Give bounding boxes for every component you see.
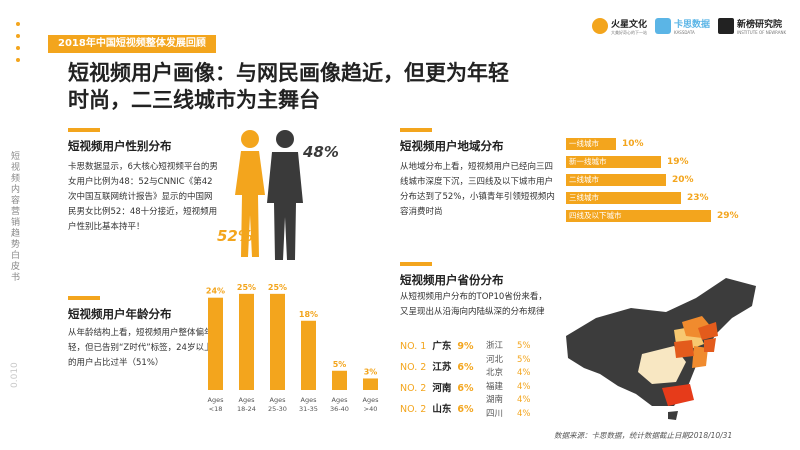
- male-figure-icon: [267, 130, 303, 260]
- region-bar-chart: 一线城市 10% 新一线城市 19% 二线城市 20% 三线城市 23% 四线及以下城市 29%: [566, 138, 766, 238]
- map-region-shandong: [698, 322, 718, 340]
- age-category-label: <18: [209, 405, 223, 413]
- province-row: NO. 2 河南 6%: [400, 383, 474, 394]
- region-title-bar: [400, 128, 432, 132]
- age-bar: [332, 370, 347, 390]
- province-other-row: 浙江 5%: [486, 341, 531, 351]
- province-other-row: 北京 4%: [486, 368, 531, 378]
- region-bar-label: 29%: [717, 211, 739, 221]
- age-category-label: 18-24: [237, 405, 256, 413]
- map-region-guangdong: [662, 384, 694, 406]
- province-title: 短视频用户省份分布: [400, 273, 504, 287]
- female-percent: 52%: [217, 227, 253, 245]
- side-title: 短视频内容营销趋势白皮书: [11, 152, 21, 283]
- gender-figures: [235, 130, 303, 260]
- province-other-row: 湖南 4%: [486, 395, 531, 405]
- province-row: NO. 1 广东 9%: [400, 341, 474, 352]
- age-bar: [363, 378, 378, 390]
- logo-xinbang: 新榜研究院 INSTITUTE OF NEWRANK: [718, 17, 786, 35]
- age-bar-label: 18%: [299, 310, 318, 319]
- age-category-label: Ages: [270, 396, 287, 404]
- huoxing-logo-icon: [592, 18, 608, 34]
- age-title-bar: [68, 296, 100, 300]
- kasi-logo-icon: [655, 18, 672, 34]
- map-region-pale: [638, 346, 686, 384]
- map-region-henan: [674, 340, 694, 358]
- age-bar-chart: 24%Ages<1825%Ages18-2425%Ages25-3018%Age…: [206, 283, 380, 413]
- section-banner: 2018年中国短视频整体发展回顾: [48, 35, 216, 53]
- age-title: 短视频用户年龄分布: [68, 307, 172, 321]
- data-source: 数据来源：卡思数据，统计数据截止日期2018/10/31: [554, 431, 733, 440]
- age-bar-label: 25%: [268, 283, 287, 292]
- age-bar-label: 25%: [237, 283, 256, 292]
- gender-title-bar: [68, 128, 100, 132]
- china-map: [566, 278, 756, 420]
- age-bar: [208, 297, 223, 390]
- page-number: 0.010: [10, 362, 20, 388]
- region-bar-label: 10%: [622, 139, 644, 149]
- map-base: [566, 278, 756, 406]
- province-text: 从短视频用户分布的TOP10省份来看，又呈现出从沿海向内陆纵深的分布规律: [400, 292, 547, 317]
- province-row: NO. 2 山东 6%: [400, 404, 474, 415]
- gender-title: 短视频用户性别分布: [68, 139, 172, 153]
- age-bar: [239, 293, 254, 390]
- region-bar: 三线城市: [566, 192, 681, 204]
- age-bar-label: 24%: [206, 287, 225, 296]
- province-other-row: 河北 5%: [486, 354, 531, 365]
- region-title: 短视频用户地域分布: [400, 139, 504, 153]
- xinbang-logo-icon: [718, 18, 735, 34]
- age-category-label: 31-35: [299, 405, 318, 413]
- age-category-label: Ages: [208, 396, 225, 404]
- age-category-label: Ages: [239, 396, 256, 404]
- region-bar: 一线城市: [566, 138, 616, 150]
- map-region-hainan: [668, 411, 678, 420]
- age-bar: [270, 293, 285, 390]
- male-percent: 48%: [303, 143, 339, 161]
- age-category-label: >40: [364, 405, 378, 413]
- province-others: 浙江 5% 河北 5% 北京 4% 福建 4% 湖南 4% 四川 4%: [486, 340, 546, 424]
- age-category-label: Ages: [332, 396, 349, 404]
- age-category-label: 36-40: [330, 405, 349, 413]
- female-figure-icon: [235, 130, 265, 257]
- region-bar-label: 20%: [672, 175, 694, 185]
- region-bar-label: 19%: [667, 157, 689, 167]
- page-title: 短视频用户画像：与网民画像趋近，但更为年轻时尚，二三线城市为主舞台: [68, 61, 509, 112]
- age-text: 从年龄结构上看，短视频用户整体偏年轻，但已告别“Z时代”标签，24岁以上的用户占…: [68, 328, 213, 368]
- age-bar-label: 5%: [333, 360, 347, 369]
- logo-huoxing: 火星文化 大美好奇心的下一站: [592, 17, 647, 36]
- age-bar-label: 3%: [364, 367, 378, 376]
- age-category-label: Ages: [301, 396, 318, 404]
- age-bar: [301, 320, 316, 390]
- age-category-label: 25-30: [268, 405, 287, 413]
- region-bar: 新一线城市: [566, 156, 661, 168]
- region-text: 从地域分布上看，短视频用户已经向三四线城市深度下沉，三四线及以下城市用户分布达到…: [400, 162, 555, 217]
- map-region-jiangsu: [704, 338, 716, 352]
- age-category-label: Ages: [363, 396, 380, 404]
- province-ranking: NO. 1 广东 9% NO. 2 江苏 6% NO. 2 河南 6% NO. …: [400, 338, 550, 423]
- gender-text: 卡思数据显示，6大核心短视频平台的男女用户比例为48：52与CNNIC《第42次…: [68, 162, 218, 232]
- decorative-dots: [16, 22, 22, 70]
- logo-kasi: 卡思数据 KASSDATA: [655, 17, 710, 35]
- province-title-bar: [400, 262, 432, 266]
- province-other-row: 四川 4%: [486, 408, 531, 419]
- region-bar: 二线城市: [566, 174, 666, 186]
- region-bar: 四线及以下城市: [566, 210, 711, 222]
- province-other-row: 福建 4%: [486, 381, 531, 392]
- logo-bar: 火星文化 大美好奇心的下一站 卡思数据 KASSDATA 新榜研究院 INSTI…: [592, 14, 792, 38]
- province-row: NO. 2 江苏 6%: [400, 362, 474, 373]
- region-bar-label: 23%: [687, 193, 709, 203]
